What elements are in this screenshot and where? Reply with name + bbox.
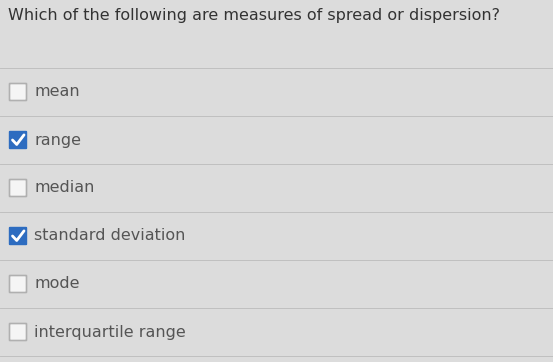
Text: mean: mean — [34, 84, 80, 100]
FancyBboxPatch shape — [9, 131, 27, 148]
FancyBboxPatch shape — [9, 227, 27, 244]
Text: range: range — [34, 132, 81, 147]
Text: standard deviation: standard deviation — [34, 228, 185, 244]
Text: median: median — [34, 181, 95, 195]
FancyBboxPatch shape — [9, 180, 27, 197]
Text: Which of the following are measures of spread or dispersion?: Which of the following are measures of s… — [8, 8, 500, 23]
FancyBboxPatch shape — [9, 84, 27, 101]
Text: mode: mode — [34, 277, 80, 291]
Text: interquartile range: interquartile range — [34, 324, 186, 340]
FancyBboxPatch shape — [9, 324, 27, 341]
FancyBboxPatch shape — [9, 275, 27, 292]
